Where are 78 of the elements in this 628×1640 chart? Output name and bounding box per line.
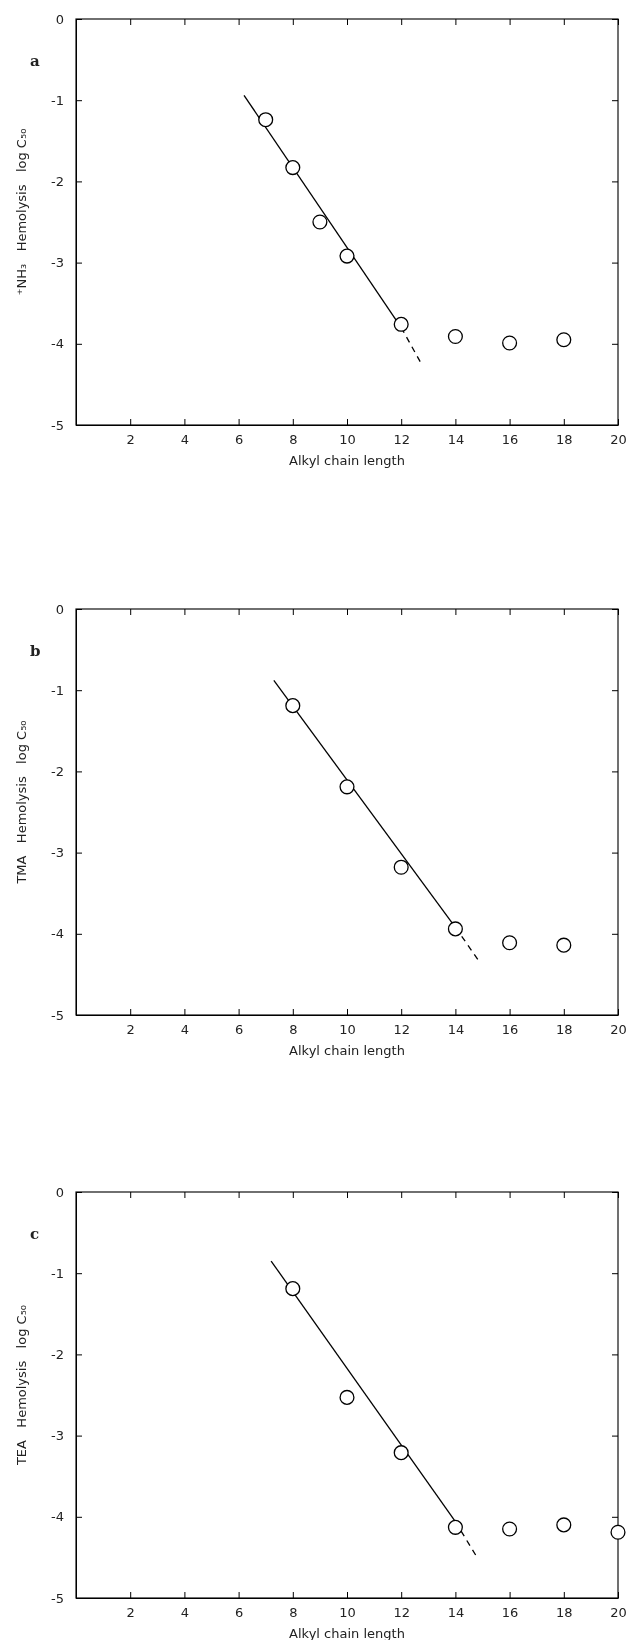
x-tick-label: 6	[234, 1022, 244, 1038]
x-tick-label: 8	[289, 1022, 298, 1038]
point	[312, 214, 328, 230]
point	[502, 1521, 518, 1537]
point	[339, 1389, 355, 1405]
x-tick-label: 12	[393, 1022, 410, 1038]
x-tick-label: 2	[126, 1605, 135, 1621]
x-tick-label: 14	[447, 1605, 465, 1621]
y-tick-label: -5	[51, 417, 64, 433]
point	[447, 1519, 463, 1535]
y-tick-label: -2	[51, 764, 64, 780]
point	[502, 935, 518, 951]
y-axis-title: TEA Hemolysis log C₅₀	[14, 1304, 29, 1467]
x-tick-label: 2	[126, 1022, 135, 1038]
point	[285, 1281, 301, 1297]
point	[447, 921, 463, 937]
x-tick-label: 12	[393, 432, 410, 448]
y-tick-label: -1	[51, 92, 64, 108]
x-tick-label: 18	[556, 1022, 573, 1038]
y-tick-label: -2	[51, 1347, 64, 1363]
x-tick-label: 20	[610, 432, 627, 448]
point	[393, 1445, 409, 1461]
text: b	[30, 642, 41, 660]
y-tick-label: -2	[51, 174, 64, 190]
y-tick-label: -1	[51, 1265, 64, 1281]
x-tick-label: 14	[447, 432, 465, 448]
point	[339, 248, 355, 264]
y-tick-label: -4	[51, 1509, 64, 1525]
x-tick-label: 6	[234, 1605, 244, 1621]
x-tick-label: 20	[610, 1022, 627, 1038]
y-tick-label: -3	[51, 845, 64, 861]
text: a	[30, 52, 40, 70]
x-tick-label: 10	[339, 1605, 356, 1621]
x-tick-label: 6	[234, 432, 244, 448]
y-tick-label: -5	[51, 1007, 64, 1023]
point	[610, 1524, 626, 1540]
y-tick-label: -4	[51, 926, 64, 942]
point	[339, 779, 355, 795]
point	[556, 1517, 572, 1533]
y-tick-label: 0	[55, 601, 64, 617]
point	[556, 937, 572, 953]
x-tick-label: 4	[180, 1605, 190, 1621]
y-tick-label: -3	[51, 255, 64, 271]
x-axis-title: Alkyl chain length	[289, 1626, 405, 1640]
x-tick-label: 12	[393, 1605, 410, 1621]
y-tick-label: -1	[51, 682, 64, 698]
x-tick-label: 14	[447, 1022, 465, 1038]
x-tick-label: 16	[501, 1605, 519, 1621]
x-tick-label: 16	[501, 432, 519, 448]
x-tick-label: 8	[289, 432, 298, 448]
point	[258, 112, 274, 128]
y-tick-label: -5	[51, 1590, 64, 1606]
y-axis-title: TMA Hemolysis log C₅₀	[14, 720, 29, 885]
point	[285, 160, 301, 176]
point	[556, 332, 572, 348]
x-tick-label: 10	[339, 1022, 356, 1038]
x-axis-title: Alkyl chain length	[289, 453, 405, 468]
y-tick-label: 0	[55, 11, 64, 27]
point	[393, 316, 409, 332]
point	[447, 328, 463, 345]
x-tick-label: 10	[339, 432, 356, 448]
x-tick-label: 18	[556, 1605, 573, 1621]
x-tick-label: 8	[289, 1605, 298, 1621]
y-axis-title: ⁺NH₃ Hemolysis log C₅₀	[14, 128, 29, 296]
point	[393, 859, 409, 875]
x-tick-label: 4	[180, 1022, 190, 1038]
x-tick-label: 18	[556, 432, 573, 448]
point	[502, 335, 518, 351]
x-axis-title: Alkyl chain length	[289, 1043, 405, 1058]
point	[285, 698, 301, 714]
x-tick-label: 16	[501, 1022, 519, 1038]
y-tick-label: -3	[51, 1428, 64, 1444]
x-tick-label: 20	[610, 1605, 627, 1621]
x-tick-label: 4	[180, 432, 190, 448]
x-tick-label: 2	[126, 432, 135, 448]
y-tick-label: 0	[55, 1184, 64, 1200]
text: c	[30, 1225, 40, 1243]
y-tick-label: -4	[51, 336, 64, 352]
